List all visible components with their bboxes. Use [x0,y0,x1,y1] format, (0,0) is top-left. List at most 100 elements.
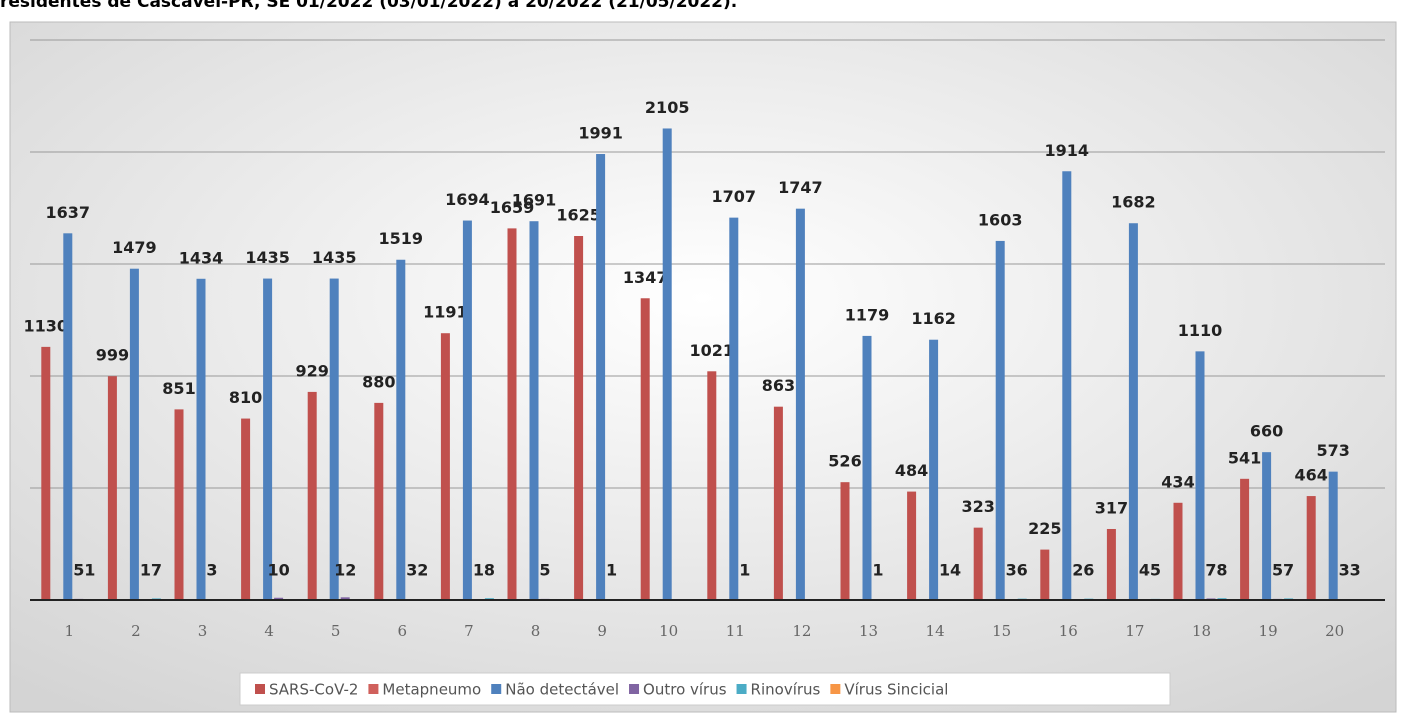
data-label: 1130 [24,316,69,335]
bar [1173,502,1183,600]
x-tick-label: 17 [1125,622,1144,640]
data-label: 3 [406,561,417,580]
data-label: 8 [1216,561,1227,580]
legend-swatch [255,684,265,694]
bar [662,128,672,601]
data-label: 1110 [1178,321,1223,340]
data-label: 2 [417,561,428,580]
data-label: 1914 [1045,141,1090,160]
data-label: 323 [961,497,994,516]
bar [1262,452,1272,600]
bar [1040,549,1050,600]
x-tick-label: 18 [1192,622,1211,640]
bar [374,402,384,600]
x-tick-label: 3 [198,622,208,640]
x-tick-label: 2 [131,622,141,640]
data-label: 1991 [578,124,623,143]
x-tick-label: 16 [1059,622,1078,640]
legend-label: Outro vírus [643,681,727,699]
data-label: 851 [162,379,195,398]
x-tick-label: 1 [65,622,75,640]
data-label: 3 [206,561,217,580]
bar [196,278,206,600]
data-label: 1 [939,561,950,580]
legend [239,672,1171,706]
bar [1328,471,1338,600]
chart-title: residentes de Cascavel-PR, SE 01/2022 (0… [0,0,737,12]
data-label: 929 [295,361,328,380]
bar [63,233,73,600]
bar [174,409,184,600]
bar [995,240,1005,601]
data-label: 1682 [1111,193,1156,212]
data-label: 1191 [423,303,468,322]
data-label: 5 [1150,561,1161,580]
legend-swatch [629,684,640,694]
bar [107,376,117,600]
x-tick-label: 19 [1259,622,1278,640]
bar [440,333,450,600]
bar [241,418,251,600]
bar [129,268,139,600]
bar [329,278,339,600]
bar [307,391,317,600]
data-label: 1435 [312,248,357,267]
legend-swatch [830,684,841,694]
data-label: 1 [606,561,617,580]
bar [929,339,939,600]
data-label: 8 [484,561,495,580]
data-label: 317 [1095,498,1128,517]
legend-label: Metapneumo [382,681,481,699]
data-label: 4 [1139,561,1150,580]
data-label: 1021 [690,341,735,360]
x-tick-label: 4 [264,622,274,640]
x-tick-label: 10 [659,622,678,640]
bar [41,346,51,600]
data-label: 2105 [645,98,690,117]
bar [973,527,983,600]
data-label: 1 [140,561,151,580]
data-label: 1747 [778,178,823,197]
bar [274,597,284,600]
bar [263,278,273,600]
data-label: 1 [84,561,95,580]
data-label: 1347 [623,268,668,287]
x-tick-label: 9 [597,622,607,640]
data-label: 5 [73,561,84,580]
data-label: 573 [1316,441,1349,460]
legend-label: SARS-CoV-2 [269,681,358,699]
data-label: 1434 [179,248,224,267]
bar [1195,351,1205,600]
legend-label: Vírus Sincicial [844,681,948,699]
bar [795,208,805,600]
data-label: 1707 [712,187,757,206]
x-tick-label: 12 [792,622,811,640]
data-label: 10 [267,561,289,580]
bar [729,217,739,600]
bar [1306,496,1316,600]
data-label: 3 [1350,561,1361,580]
bar [773,406,783,600]
x-tick-label: 8 [531,622,541,640]
bar [529,221,539,600]
data-label: 1691 [512,191,557,210]
bar [596,154,606,601]
data-label: 999 [96,346,129,365]
bar [1128,223,1138,600]
x-tick-label: 15 [992,622,1011,640]
chart-area [9,21,1397,713]
bar [507,228,517,600]
data-label: 1479 [112,238,157,257]
data-label: 225 [1028,519,1061,538]
data-label: 464 [1294,466,1327,485]
x-tick-label: 5 [331,622,341,640]
data-label: 2 [1072,561,1083,580]
data-label: 6 [1083,561,1094,580]
data-label: 1603 [978,210,1023,229]
data-label: 1162 [911,309,956,328]
bar [1240,478,1250,600]
bar [862,335,872,600]
data-label: 7 [1205,561,1216,580]
bar [640,298,650,600]
